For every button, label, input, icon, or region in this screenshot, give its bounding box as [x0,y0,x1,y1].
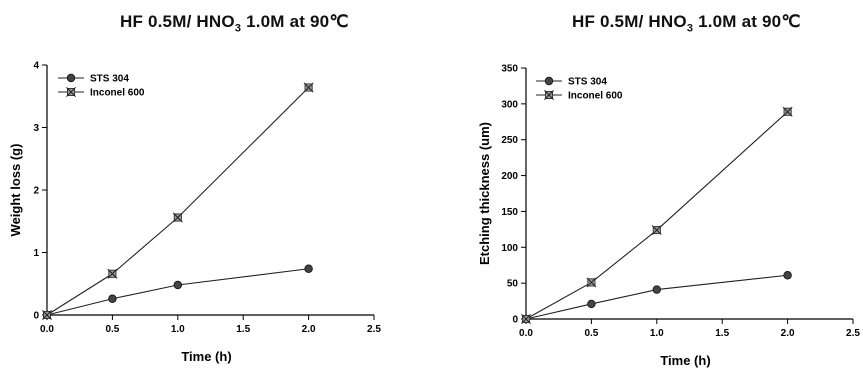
data-point-inconel600-1 [586,277,597,288]
data-point-inconel600-3 [782,106,793,117]
data-point-sts304-3 [304,264,313,273]
data-point-sts304-2 [652,285,661,294]
data-point-sts304-1 [587,299,596,309]
y-tick-label: 4 [33,61,39,72]
data-point-sts304-1 [108,294,117,303]
legend-marker [544,76,554,86]
chart-title-right: HF 0.5M/ HNO3 1.0M at 90℃ [572,12,801,35]
y-tick-label: 3 [33,123,39,134]
y-tick-label: 0 [33,311,39,322]
data-point-inconel600-0 [521,314,531,324]
y-tick-label: 300 [501,99,518,110]
data-point-sts304-3 [783,271,792,280]
x-tick-label: 2.0 [302,324,316,335]
legend-label: STS 304 [568,77,607,88]
y-tick-label: 100 [501,243,518,254]
x-tick-label: 2.0 [781,328,795,339]
data-point-inconel600-3 [303,82,314,93]
x-tick-label: 1.0 [171,324,185,335]
x-tick-label: 1.0 [650,328,664,339]
legend-marker [66,73,76,83]
y-tick-label: 250 [501,135,518,146]
data-point-inconel600-1 [107,268,118,279]
x-tick-label: 0.0 [40,324,54,335]
x-axis-label: Time (h) [181,349,231,364]
series-line-inconel600 [46,87,309,316]
data-point-inconel600-2 [172,212,183,223]
x-tick-label: 1.5 [715,328,729,339]
series-line-sts304 [46,268,309,316]
y-tick-label: 350 [501,64,518,75]
y-tick-label: 200 [501,171,518,182]
x-tick-label: 0.0 [519,328,533,339]
x-tick-label: 2.5 [367,324,381,335]
series-line-sts304 [525,274,788,320]
x-axis-label: Time (h) [660,353,710,368]
y-tick-label: 2 [33,186,39,197]
legend-label: Inconel 600 [90,88,145,99]
y-tick-label: 150 [501,207,518,218]
chart-panel-1: 0.0 0.5 1.0 1.5 2.0 2.5 0 1 2 3 4 Time (h) Weight lo… [8,61,381,365]
data-point-inconel600-2 [651,225,662,236]
legend-marker [66,87,76,97]
data-point-sts304-2 [173,280,182,290]
data-point-inconel600-0 [42,310,52,320]
chart-panel-2: 0.0 0.5 1.0 1.5 2.0 2.5 0 50 100 150 200 250 300 350 T… [477,64,860,369]
x-tick-label: 0.5 [105,324,119,335]
x-tick-label: 0.5 [584,328,598,339]
series-line-inconel600 [525,111,788,320]
x-tick-label: 1.5 [236,324,250,335]
y-axis-label: Etching thickness (um) [477,122,492,265]
y-tick-label: 1 [33,248,39,259]
y-tick-label: 0 [512,315,518,326]
x-tick-label: 2.5 [846,328,860,339]
legend-label: STS 304 [90,74,129,85]
y-tick-label: 50 [507,279,519,290]
y-axis-label: Weight loss (g) [8,144,23,237]
legend-label: Inconel 600 [568,91,623,102]
legend-marker [544,90,554,100]
chart-title-left: HF 0.5M/ HNO3 1.0M at 90℃ [120,12,349,35]
